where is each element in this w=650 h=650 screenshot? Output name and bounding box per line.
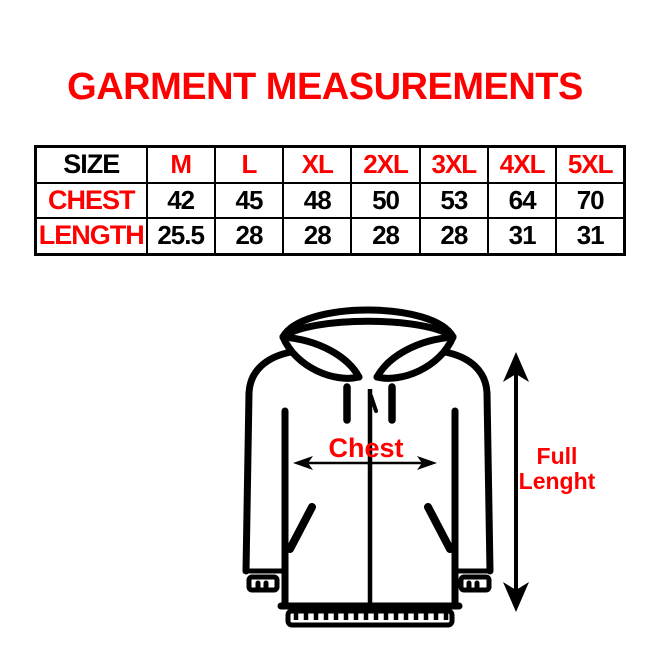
chest-value: 48 bbox=[282, 181, 353, 219]
body-outline bbox=[277, 407, 463, 628]
chest-value: 70 bbox=[555, 181, 626, 219]
length-value: 28 bbox=[350, 217, 421, 255]
hood-right-panel-top bbox=[373, 333, 457, 381]
hood-left-panel-bottom bbox=[279, 333, 363, 382]
size-cell-m: M bbox=[145, 145, 216, 184]
zipper-pull bbox=[369, 394, 378, 413]
full-length-label-line2: Lenght bbox=[519, 468, 596, 494]
hood-outline bbox=[279, 306, 457, 382]
chest-measure-arrow bbox=[293, 456, 437, 470]
right-cuff-rib bbox=[466, 580, 480, 592]
size-cell-xl: XL bbox=[282, 145, 353, 184]
sleeves-outline bbox=[242, 348, 494, 593]
length-value: 28 bbox=[418, 217, 489, 255]
chest-value: 64 bbox=[486, 181, 558, 219]
drawstrings bbox=[343, 383, 396, 424]
size-cell-2xl: 2XL bbox=[350, 145, 421, 184]
right-sleeve bbox=[441, 348, 494, 575]
size-cell-l: L bbox=[213, 145, 285, 184]
length-value: 31 bbox=[486, 217, 558, 255]
chest-arrow-left-head bbox=[293, 456, 313, 470]
hood-brim-inner bbox=[279, 317, 457, 341]
chest-label: Chest bbox=[328, 433, 403, 463]
full-length-arrow-top-head bbox=[503, 352, 529, 382]
length-value: 25.5 bbox=[145, 217, 216, 255]
left-pocket bbox=[286, 503, 316, 553]
size-cell-3xl: 3XL bbox=[418, 145, 489, 184]
length-value: 28 bbox=[213, 217, 285, 255]
left-cuff-band bbox=[246, 574, 280, 593]
size-chart-table: SIZE M L XL 2XL 3XL 4XL 5XL CHEST 42 45 … bbox=[34, 145, 627, 256]
hood-left-panel-top bbox=[279, 333, 363, 381]
hood-right-panel-bottom bbox=[373, 333, 457, 382]
length-row-label: LENGTH bbox=[34, 217, 148, 255]
size-header-cell: SIZE bbox=[34, 145, 148, 184]
size-cell-5xl: 5XL bbox=[555, 145, 626, 184]
chest-row: CHEST 42 45 48 50 53 64 70 bbox=[34, 181, 626, 219]
chest-value: 45 bbox=[213, 181, 285, 219]
hem-rib bbox=[293, 612, 449, 620]
hem-band bbox=[285, 608, 455, 628]
zipper bbox=[367, 389, 378, 604]
page-title: GARMENT MEASUREMENTS bbox=[67, 66, 583, 108]
chest-row-label: CHEST bbox=[34, 181, 148, 219]
chest-value: 50 bbox=[350, 181, 421, 219]
full-length-measure-arrow bbox=[503, 352, 529, 612]
pockets bbox=[286, 503, 454, 553]
right-pocket bbox=[424, 503, 454, 553]
size-cell-4xl: 4XL bbox=[486, 145, 558, 184]
full-length-label-line1: Full bbox=[537, 443, 578, 469]
chest-value: 53 bbox=[418, 181, 489, 219]
length-row: LENGTH 25.5 28 28 28 28 31 31 bbox=[34, 217, 626, 255]
left-sleeve bbox=[242, 348, 295, 575]
left-cuff-rib bbox=[255, 580, 269, 592]
table-header-row: SIZE M L XL 2XL 3XL 4XL 5XL bbox=[34, 145, 626, 184]
chest-arrow-right-head bbox=[417, 456, 437, 470]
hood-brim-outer bbox=[279, 306, 457, 341]
length-value: 28 bbox=[282, 217, 353, 255]
length-value: 31 bbox=[555, 217, 626, 255]
full-length-arrow-bottom-head bbox=[503, 582, 529, 612]
chest-value: 42 bbox=[145, 181, 216, 219]
